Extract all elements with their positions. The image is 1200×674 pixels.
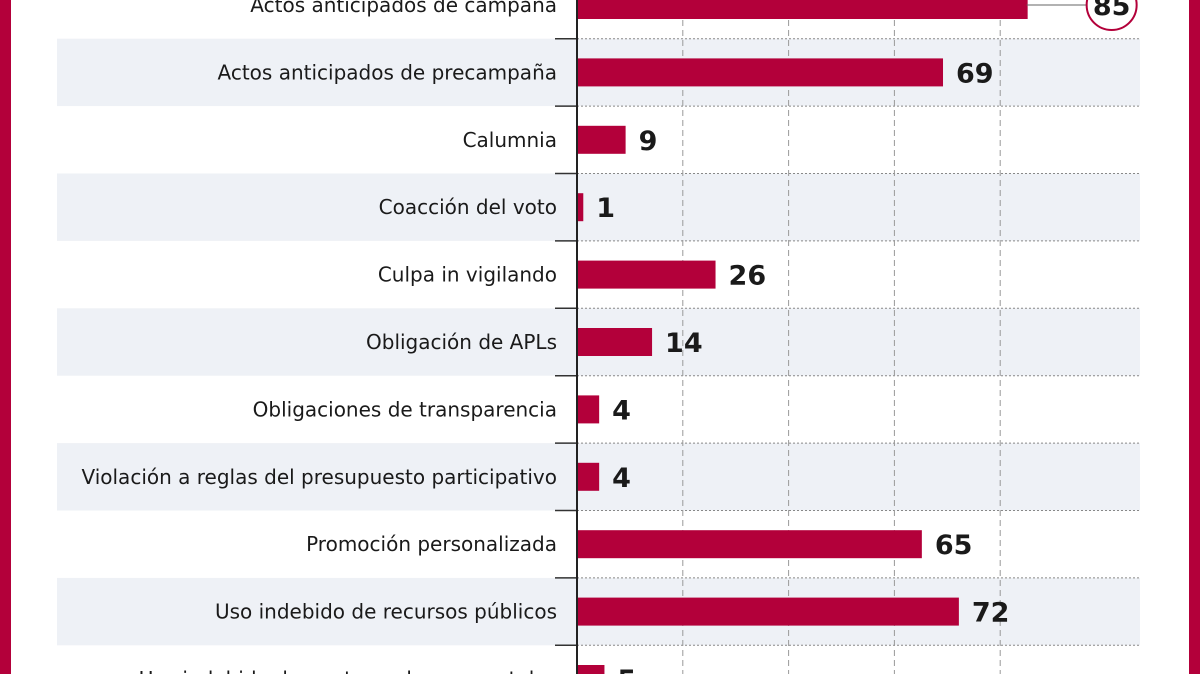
value-label: 85 — [1093, 0, 1131, 22]
category-label: Uso indebido de pautas gubernamentales — [139, 667, 557, 674]
category-label: Coacción del voto — [379, 195, 557, 219]
bar — [578, 597, 959, 626]
category-label: Calumnia — [463, 128, 557, 152]
bar — [578, 58, 944, 87]
category-label: Obligación de APLs — [366, 330, 557, 354]
bar — [578, 125, 626, 154]
category-label: Actos anticipados de precampaña — [218, 60, 557, 84]
category-label: Uso indebido de recursos públicos — [215, 600, 557, 624]
bar — [578, 395, 600, 424]
highlight-circle — [1085, 0, 1138, 31]
value-label: 4 — [612, 395, 631, 426]
value-label: 4 — [612, 463, 631, 494]
category-label: Culpa in vigilando — [378, 263, 557, 287]
value-label: 5 — [617, 665, 636, 674]
value-label: 72 — [972, 598, 1010, 629]
right-border — [1189, 0, 1200, 674]
value-label: 65 — [935, 530, 973, 561]
left-border — [0, 0, 11, 674]
value-label: 69 — [956, 58, 994, 89]
category-label: Violación a reglas del presupuesto parti… — [81, 465, 557, 489]
bar — [578, 328, 653, 356]
value-label: 9 — [639, 126, 658, 157]
bar — [578, 462, 600, 491]
bar — [578, 260, 716, 289]
bar — [578, 0, 1028, 19]
category-label: Actos anticipados de campaña — [250, 0, 557, 17]
value-label: 26 — [729, 261, 767, 292]
row-band — [57, 173, 1140, 241]
category-label: Obligaciones de transparencia — [253, 397, 557, 421]
bar — [578, 530, 922, 559]
value-label: 1 — [596, 193, 615, 224]
category-label: Promoción personalizada — [306, 532, 557, 556]
bar — [578, 665, 605, 674]
bar — [578, 193, 584, 222]
value-label: 14 — [665, 328, 703, 359]
